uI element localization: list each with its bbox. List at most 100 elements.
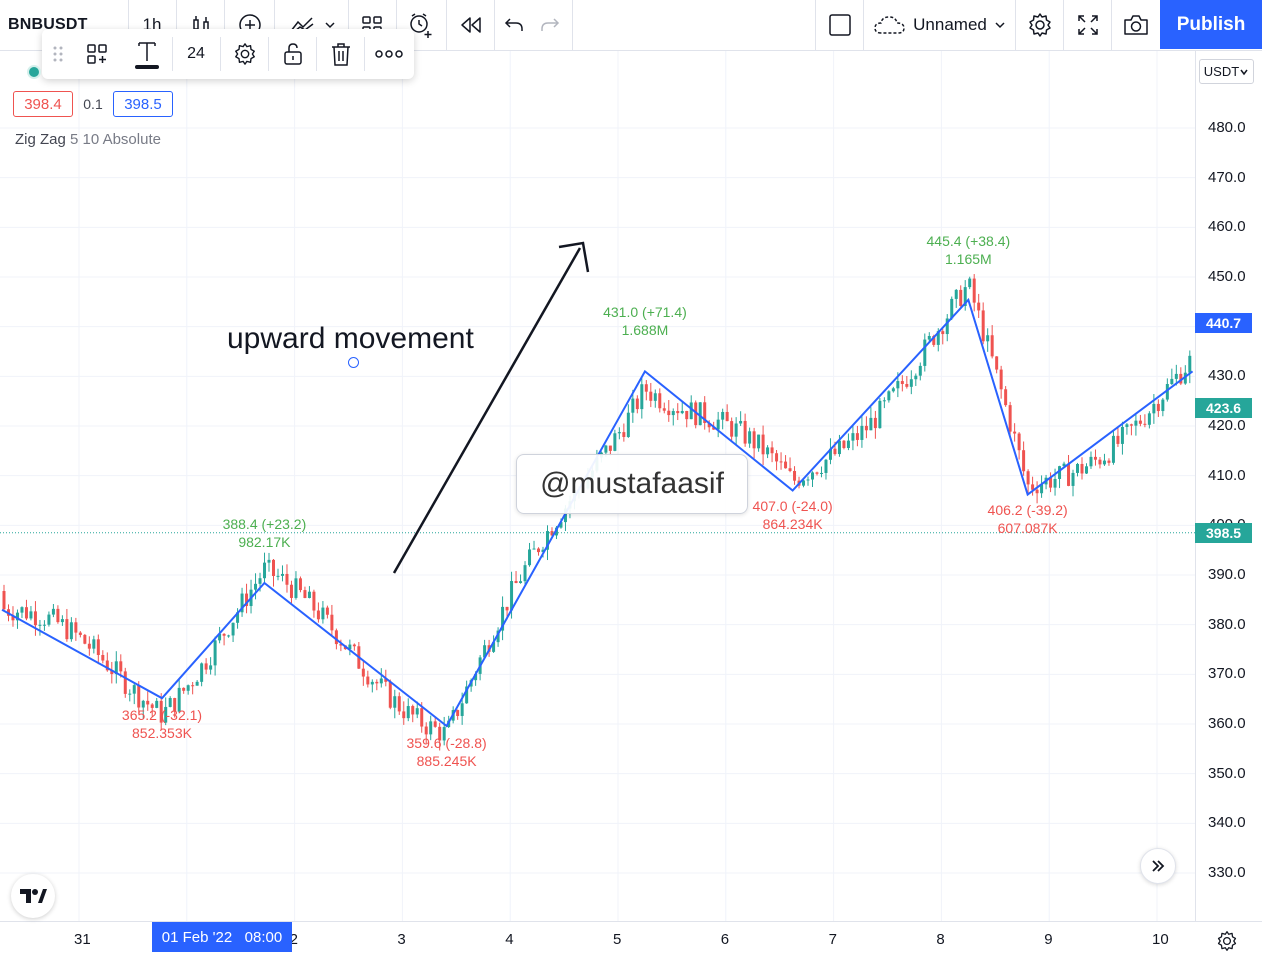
cloud-icon [874, 16, 905, 34]
publish-button[interactable]: Publish [1160, 0, 1262, 49]
candle-body [105, 660, 109, 671]
candle-body [631, 398, 635, 413]
price-tick-label: 410.0 [1208, 466, 1246, 484]
candle-body [519, 581, 523, 584]
candle-body [824, 459, 828, 473]
price-tick-label: 420.0 [1208, 417, 1246, 434]
candle-body [1053, 478, 1057, 488]
candle-body [689, 402, 693, 420]
annotation-label: upward movement [227, 322, 474, 355]
candle-body [492, 642, 496, 652]
drawing-settings-button[interactable] [222, 29, 268, 79]
lock-button[interactable] [270, 29, 316, 79]
zigzag-line [1, 297, 1194, 728]
candle-body [424, 726, 428, 735]
candle-body [280, 573, 284, 576]
candle-body [545, 531, 549, 550]
candle-body [1013, 431, 1017, 434]
candle-body [245, 593, 249, 607]
candle-body [272, 559, 275, 577]
chart-grid [0, 51, 1195, 921]
candle-body [559, 522, 563, 528]
candle-body [51, 608, 55, 615]
candle-body [429, 721, 433, 735]
candle-body [986, 335, 990, 342]
layout-name-button[interactable]: Unnamed [865, 0, 1015, 50]
price-tag: 440.7 [1195, 313, 1252, 334]
snapshot-button[interactable] [1113, 0, 1159, 50]
candle-body [1017, 433, 1021, 451]
candle-body [334, 630, 338, 645]
zigzag-pivot-label: 388.4 (+23.2) 982.17K [223, 515, 307, 551]
candle-body [460, 703, 464, 716]
price-tick-label: 350.0 [1208, 764, 1246, 782]
market-status-dot[interactable] [27, 65, 41, 79]
indicator-legend[interactable]: Zig Zag 5 10 Absolute [15, 131, 161, 148]
settings-button[interactable] [1017, 0, 1063, 50]
candle-body [972, 278, 976, 303]
time-tick-label: 6 [720, 931, 730, 948]
text-color-button[interactable] [124, 29, 170, 79]
pivot-volume-label: 1.165M [944, 250, 992, 267]
symbol-search[interactable]: BNBUSDT [8, 0, 126, 50]
tradingview-logo-icon [20, 889, 47, 903]
candle-body [1076, 463, 1080, 473]
candle-body [703, 402, 707, 423]
candle-body [873, 417, 877, 429]
redo-button[interactable] [532, 0, 568, 50]
more-button[interactable] [366, 29, 412, 79]
candle-body [227, 635, 231, 637]
candle-body [658, 393, 662, 409]
text-annotation[interactable]: upward movement [227, 322, 474, 356]
candle-body [1102, 460, 1106, 465]
candle-body [263, 562, 267, 579]
candle-body [896, 381, 900, 389]
sell-price-box[interactable]: 398.4 [13, 91, 73, 117]
candle-body [626, 412, 630, 437]
buy-price-box[interactable]: 398.5 [113, 91, 173, 117]
candle-body [483, 645, 487, 658]
undo-button[interactable] [496, 0, 532, 50]
candle-body [375, 681, 379, 684]
tradingview-logo[interactable] [11, 874, 55, 918]
currency-select[interactable]: USDT [1199, 59, 1254, 84]
alert-button[interactable] [398, 0, 444, 50]
replay-button[interactable] [448, 0, 494, 50]
candle-body [662, 408, 666, 411]
drag-handle[interactable] [46, 29, 70, 79]
candle-body [173, 698, 177, 712]
price-chart[interactable] [0, 51, 1195, 921]
candle-body [294, 578, 298, 598]
settings-icon [1217, 931, 1237, 951]
select-checkbox-button[interactable] [817, 0, 863, 50]
more-icon [375, 50, 403, 58]
annotation-anchor-handle[interactable] [348, 357, 359, 368]
scroll-to-realtime-button[interactable] [1140, 848, 1176, 884]
chart-settings-button[interactable] [1212, 926, 1242, 956]
candle-body [676, 411, 680, 414]
settings-icon [235, 43, 255, 65]
candle-body [101, 655, 105, 661]
replay-icon [461, 17, 481, 33]
candle-body [69, 622, 73, 640]
font-size-button[interactable]: 24 [174, 29, 218, 79]
price-tick-label: 430.0 [1208, 367, 1246, 385]
candle-body [891, 388, 895, 392]
fullscreen-button[interactable] [1065, 0, 1111, 50]
candle-body [366, 676, 370, 685]
candle-body [927, 336, 931, 340]
candle-body [981, 310, 985, 342]
pivot-change-label: 406.2 (-39.2) [987, 501, 1068, 518]
candle-body [887, 391, 891, 401]
pivot-change-label: 407.0 (-24.0) [752, 497, 833, 514]
candle-body [150, 704, 154, 708]
delete-button[interactable] [318, 29, 364, 79]
candle-body [653, 393, 657, 401]
font-size-label: 24 [187, 45, 205, 62]
pivot-volume-label: 1.688M [621, 322, 669, 339]
template-button[interactable] [72, 29, 122, 79]
candle-body [707, 422, 711, 428]
candle-body [47, 614, 51, 625]
zigzag-pivot-label: 406.2 (-39.2) 607.087K [988, 501, 1068, 537]
time-tick-label: 8 [936, 931, 945, 948]
